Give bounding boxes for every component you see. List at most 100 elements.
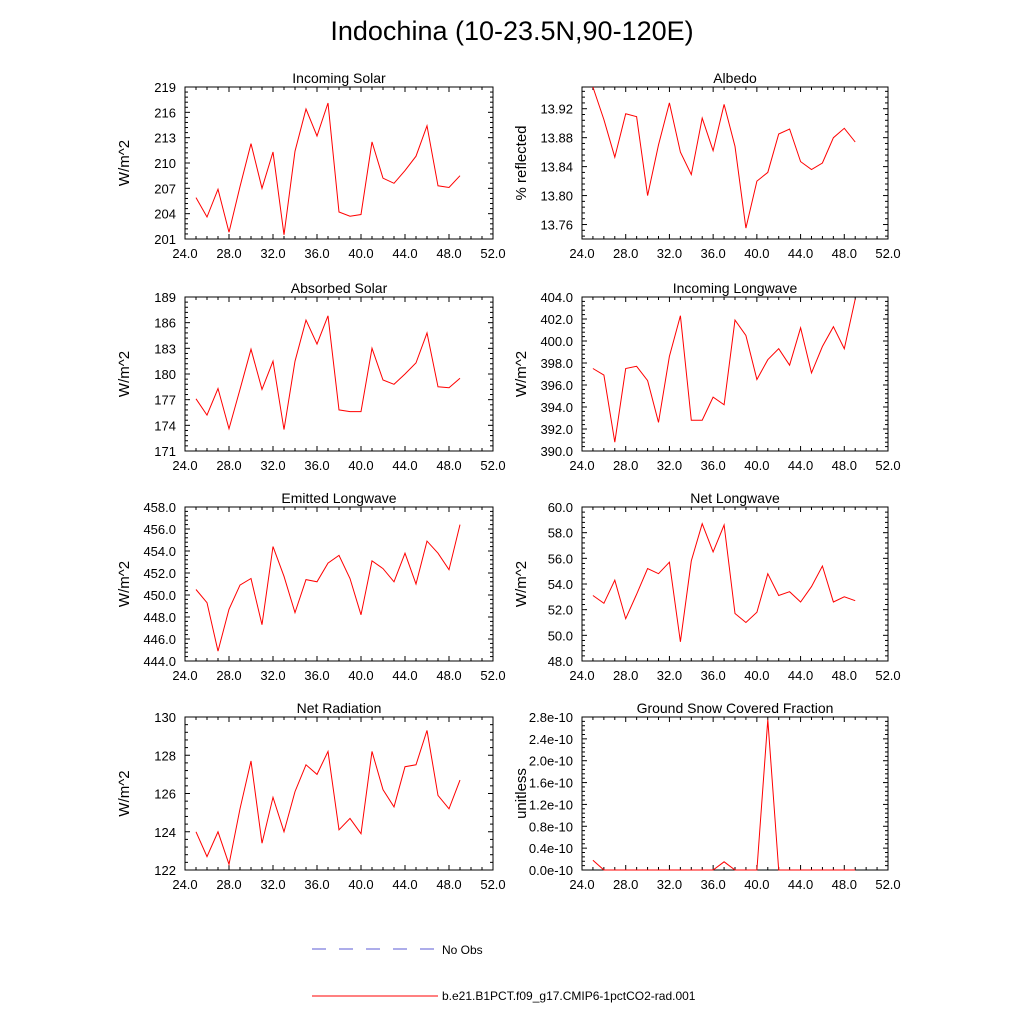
chart-1-xtick-label: 48.0 <box>436 246 461 261</box>
chart-7-ytick-label: 124 <box>154 825 176 840</box>
chart-8-ytick-label: 1.6e-10 <box>529 776 573 791</box>
chart-1-xtick-label: 28.0 <box>216 246 241 261</box>
chart-7-xtick-label: 44.0 <box>392 877 417 892</box>
chart-6-ytick-label: 56.0 <box>548 551 573 566</box>
chart-3-ytick-label: 183 <box>154 341 176 356</box>
chart-1-ytick-label: 201 <box>154 232 176 247</box>
chart-5-ylabel: W/m^2 <box>116 561 133 607</box>
chart-8-ylabel: unitless <box>513 768 530 819</box>
chart-5-xtick-label: 48.0 <box>436 668 461 683</box>
chart-5-frame <box>184 506 494 662</box>
chart-2-xtick-label: 40.0 <box>744 246 769 261</box>
chart-2-title: Albedo <box>713 70 757 86</box>
chart-6-xtick-label: 44.0 <box>788 668 813 683</box>
panels: Incoming Solar W/m^2 24.0 28.0 32.0 36.0 40.0 4… <box>116 70 901 892</box>
chart-4-xtick-label: 52.0 <box>875 458 900 473</box>
chart-6-title: Net Longwave <box>690 490 780 506</box>
chart-3-xtick-label: 28.0 <box>216 458 241 473</box>
chart-6-xtick-label: 28.0 <box>613 668 638 683</box>
chart-6-ytick-label: 52.0 <box>548 603 573 618</box>
chart-8-frame <box>581 716 889 871</box>
chart-8-xtick-label: 28.0 <box>613 877 638 892</box>
chart-8-xtick-label: 52.0 <box>875 877 900 892</box>
chart-2-xtick-label: 48.0 <box>832 246 857 261</box>
chart-2-ytick-label: 13.76 <box>540 218 573 233</box>
chart-8-ytick-label: 2.8e-10 <box>529 710 573 725</box>
chart-6-xtick-label: 32.0 <box>657 668 682 683</box>
chart-8-xtick-label: 36.0 <box>700 877 725 892</box>
chart-8-ytick-label: 0.8e-10 <box>529 819 573 834</box>
chart-6-ytick-label: 54.0 <box>548 577 573 592</box>
chart-5-xtick-label: 36.0 <box>304 668 329 683</box>
chart-5-xtick-label: 44.0 <box>392 668 417 683</box>
legend-item-no-obs: No Obs <box>312 943 483 957</box>
chart-6-xtick-label: 48.0 <box>832 668 857 683</box>
chart-4-ytick-label: 398.0 <box>540 356 573 371</box>
legend-label-no-obs: No Obs <box>442 943 483 957</box>
chart-6-xtick-label: 36.0 <box>700 668 725 683</box>
chart-7-ytick-label: 122 <box>154 863 176 878</box>
chart-3-ytick-label: 171 <box>154 444 176 459</box>
chart-4-title: Incoming Longwave <box>673 280 798 296</box>
chart-3-xtick-label: 32.0 <box>260 458 285 473</box>
chart-4-xtick-label: 36.0 <box>700 458 725 473</box>
chart-3-xtick-label: 36.0 <box>304 458 329 473</box>
chart-5-ytick-label: 446.0 <box>143 632 176 647</box>
chart-5-ytick-label: 458.0 <box>143 500 176 515</box>
chart-8-xtick-label: 32.0 <box>657 877 682 892</box>
legend-item-model-run: b.e21.B1PCT.f09_g17.CMIP6-1pctCO2-rad.00… <box>312 989 696 1003</box>
chart-5-xtick-label: 52.0 <box>480 668 505 683</box>
chart-7-xtick-label: 28.0 <box>216 877 241 892</box>
chart-2-xtick-label: 32.0 <box>657 246 682 261</box>
chart-4-ytick-label: 404.0 <box>540 290 573 305</box>
chart-3-xtick-label: 24.0 <box>172 458 197 473</box>
chart-1-ytick-label: 216 <box>154 105 176 120</box>
chart-6-ytick-label: 50.0 <box>548 628 573 643</box>
chart-5-ytick-label: 448.0 <box>143 610 176 625</box>
chart-4-ytick-label: 392.0 <box>540 422 573 437</box>
chart-4-ytick-label: 402.0 <box>540 312 573 327</box>
chart-1-ytick-label: 213 <box>154 131 176 146</box>
chart-3-ylabel: W/m^2 <box>116 351 133 397</box>
chart-3-ytick-label: 189 <box>154 290 176 305</box>
chart-3-xtick-label: 44.0 <box>392 458 417 473</box>
chart-5-title: Emitted Longwave <box>281 490 396 506</box>
chart-8-ytick-label: 0.4e-10 <box>529 841 573 856</box>
chart-3-frame <box>184 296 494 452</box>
chart-4-xtick-label: 24.0 <box>569 458 594 473</box>
chart-8-xtick-label: 48.0 <box>832 877 857 892</box>
chart-5-ytick-label: 450.0 <box>143 588 176 603</box>
chart-7-ytick-label: 130 <box>154 710 176 725</box>
chart-1-xtick-label: 40.0 <box>348 246 373 261</box>
chart-2-ytick-label: 13.92 <box>540 102 573 117</box>
chart-8-title: Ground Snow Covered Fraction <box>637 700 834 716</box>
chart-4-ytick-label: 394.0 <box>540 400 573 415</box>
chart-7: Net Radiation W/m^2 24.0 28.0 32.0 36.0 40.0 44… <box>116 700 506 892</box>
chart-7-ylabel: W/m^2 <box>116 770 133 816</box>
chart-1-ylabel: W/m^2 <box>116 140 133 186</box>
chart-1-ytick-label: 210 <box>154 156 176 171</box>
chart-1-xtick-label: 32.0 <box>260 246 285 261</box>
chart-6-series-line <box>592 522 856 642</box>
chart-5-xtick-label: 24.0 <box>172 668 197 683</box>
legend-label-model-run: b.e21.B1PCT.f09_g17.CMIP6-1pctCO2-rad.00… <box>442 989 696 1003</box>
chart-1-ytick-label: 207 <box>154 181 176 196</box>
chart-1-xtick-label: 24.0 <box>172 246 197 261</box>
chart-1-frame <box>184 86 494 240</box>
chart-7-xtick-label: 24.0 <box>172 877 197 892</box>
chart-5-xtick-label: 40.0 <box>348 668 373 683</box>
chart-6-ytick-label: 48.0 <box>548 654 573 669</box>
chart-3-xtick-label: 52.0 <box>480 458 505 473</box>
chart-2-xtick-label: 44.0 <box>788 246 813 261</box>
chart-2-xtick-label: 28.0 <box>613 246 638 261</box>
chart-1-title: Incoming Solar <box>292 70 386 86</box>
chart-2-xtick-label: 52.0 <box>875 246 900 261</box>
chart-2-series-line <box>592 86 856 229</box>
chart-1: Incoming Solar W/m^2 24.0 28.0 32.0 36.0 40.0 4… <box>116 70 506 261</box>
chart-2-ytick-label: 13.84 <box>540 160 573 175</box>
chart-6-xtick-label: 24.0 <box>569 668 594 683</box>
chart-7-xtick-label: 36.0 <box>304 877 329 892</box>
chart-3-series-line <box>195 315 461 431</box>
chart-3-xtick-label: 48.0 <box>436 458 461 473</box>
chart-2-xtick-label: 24.0 <box>569 246 594 261</box>
